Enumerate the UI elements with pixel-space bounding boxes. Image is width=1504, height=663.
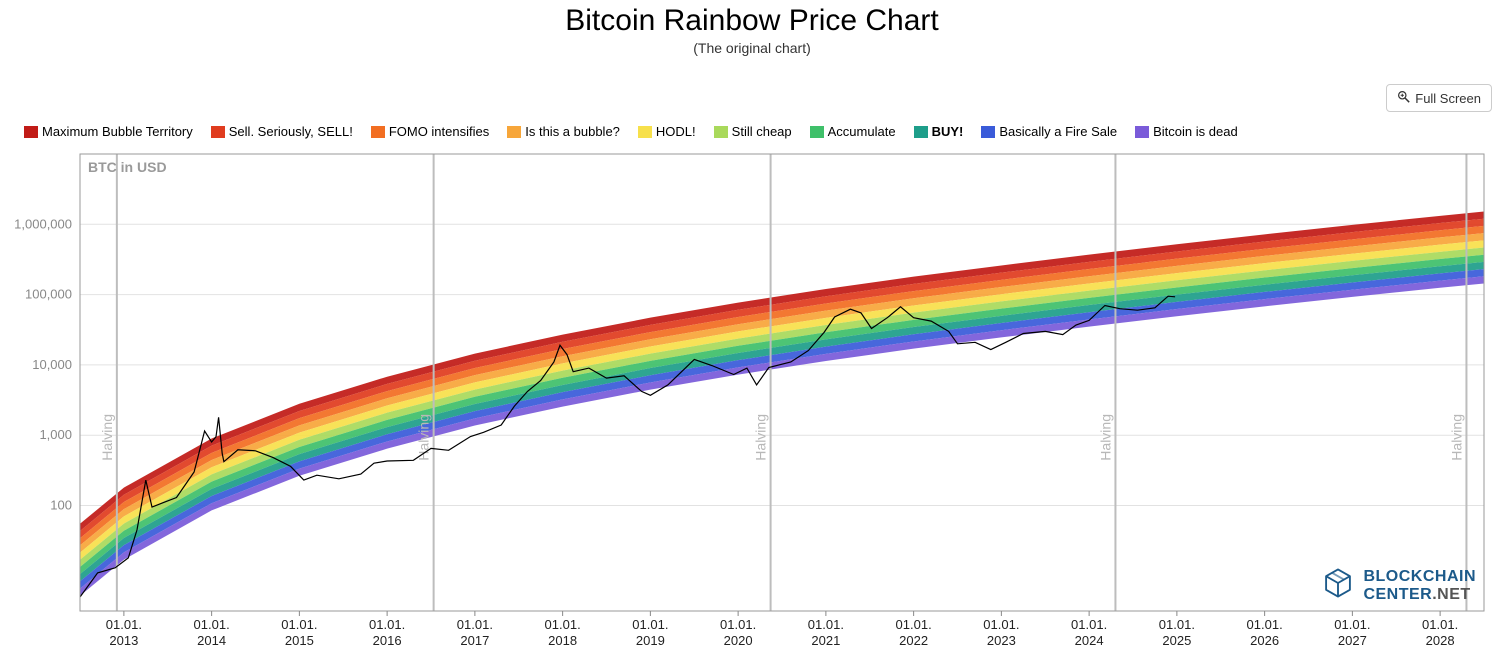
svg-text:10,000: 10,000: [32, 357, 72, 372]
legend-label: BUY!: [932, 124, 964, 139]
svg-text:01.01.: 01.01.: [896, 617, 932, 632]
svg-text:2026: 2026: [1250, 633, 1279, 648]
svg-text:2016: 2016: [373, 633, 402, 648]
svg-text:2028: 2028: [1426, 633, 1455, 648]
brand-line1: BLOCKCHAIN: [1363, 568, 1476, 585]
svg-text:2021: 2021: [811, 633, 840, 648]
brand-line2: CENTER: [1363, 586, 1432, 603]
legend: Maximum Bubble Territory Sell. Seriously,…: [24, 124, 1480, 139]
svg-text:01.01.: 01.01.: [1334, 617, 1370, 632]
svg-text:100: 100: [50, 498, 72, 513]
svg-text:2013: 2013: [109, 633, 138, 648]
svg-text:Halving: Halving: [99, 414, 115, 461]
svg-text:01.01.: 01.01.: [281, 617, 317, 632]
svg-text:2017: 2017: [460, 633, 489, 648]
svg-text:01.01.: 01.01.: [1159, 617, 1195, 632]
legend-swatch: [981, 126, 995, 138]
title-block: Bitcoin Rainbow Price Chart (The origina…: [0, 0, 1504, 56]
svg-text:2020: 2020: [724, 633, 753, 648]
svg-text:01.01.: 01.01.: [1247, 617, 1283, 632]
svg-text:2025: 2025: [1162, 633, 1191, 648]
branding-watermark: BLOCKCHAIN CENTER.NET: [1321, 566, 1476, 605]
svg-text:2022: 2022: [899, 633, 928, 648]
svg-text:BTC in USD: BTC in USD: [88, 159, 167, 175]
fullscreen-button[interactable]: Full Screen: [1386, 84, 1492, 112]
svg-text:01.01.: 01.01.: [808, 617, 844, 632]
legend-swatch: [1135, 126, 1149, 138]
svg-text:2019: 2019: [636, 633, 665, 648]
legend-item[interactable]: Basically a Fire Sale: [981, 124, 1117, 139]
legend-label: Basically a Fire Sale: [999, 124, 1117, 139]
svg-text:01.01.: 01.01.: [106, 617, 142, 632]
brand-tld: .NET: [1432, 586, 1470, 603]
svg-text:01.01.: 01.01.: [632, 617, 668, 632]
svg-text:2018: 2018: [548, 633, 577, 648]
svg-text:01.01.: 01.01.: [720, 617, 756, 632]
legend-item[interactable]: HODL!: [638, 124, 696, 139]
svg-text:01.01.: 01.01.: [369, 617, 405, 632]
cube-icon: [1321, 566, 1355, 605]
svg-text:01.01.: 01.01.: [545, 617, 581, 632]
legend-item[interactable]: Is this a bubble?: [507, 124, 620, 139]
legend-label: Maximum Bubble Territory: [42, 124, 193, 139]
chart-title: Bitcoin Rainbow Price Chart: [0, 4, 1504, 38]
legend-swatch: [371, 126, 385, 138]
svg-text:Halving: Halving: [1097, 414, 1113, 461]
legend-swatch: [914, 126, 928, 138]
svg-text:Halving: Halving: [1448, 414, 1464, 461]
legend-item[interactable]: BUY!: [914, 124, 964, 139]
legend-label: Is this a bubble?: [525, 124, 620, 139]
svg-text:Halving: Halving: [753, 414, 769, 461]
svg-text:2027: 2027: [1338, 633, 1367, 648]
chart-subtitle: (The original chart): [0, 40, 1504, 56]
svg-text:2023: 2023: [987, 633, 1016, 648]
legend-swatch: [507, 126, 521, 138]
svg-text:01.01.: 01.01.: [1071, 617, 1107, 632]
legend-swatch: [211, 126, 225, 138]
svg-text:2024: 2024: [1075, 633, 1104, 648]
legend-item[interactable]: Accumulate: [810, 124, 896, 139]
legend-item[interactable]: Sell. Seriously, SELL!: [211, 124, 353, 139]
svg-text:01.01.: 01.01.: [983, 617, 1019, 632]
svg-text:01.01.: 01.01.: [457, 617, 493, 632]
svg-text:01.01.: 01.01.: [1422, 617, 1458, 632]
legend-item[interactable]: FOMO intensifies: [371, 124, 489, 139]
fullscreen-label: Full Screen: [1415, 91, 1481, 106]
magnify-icon: [1397, 90, 1410, 106]
svg-text:1,000: 1,000: [39, 427, 72, 442]
legend-label: Bitcoin is dead: [1153, 124, 1238, 139]
svg-text:100,000: 100,000: [25, 287, 72, 302]
legend-label: Accumulate: [828, 124, 896, 139]
svg-text:2014: 2014: [197, 633, 226, 648]
legend-label: HODL!: [656, 124, 696, 139]
legend-label: Still cheap: [732, 124, 792, 139]
chart-area[interactable]: HalvingHalvingHalvingHalvingHalving1001,…: [12, 148, 1492, 655]
rainbow-chart-svg: HalvingHalvingHalvingHalvingHalving1001,…: [12, 148, 1492, 655]
brand-text: BLOCKCHAIN CENTER.NET: [1363, 568, 1476, 604]
svg-text:2015: 2015: [285, 633, 314, 648]
legend-label: FOMO intensifies: [389, 124, 489, 139]
svg-text:1,000,000: 1,000,000: [14, 216, 72, 231]
legend-swatch: [24, 126, 38, 138]
legend-swatch: [714, 126, 728, 138]
svg-text:01.01.: 01.01.: [194, 617, 230, 632]
legend-item[interactable]: Maximum Bubble Territory: [24, 124, 193, 139]
legend-swatch: [810, 126, 824, 138]
legend-item[interactable]: Still cheap: [714, 124, 792, 139]
legend-label: Sell. Seriously, SELL!: [229, 124, 353, 139]
legend-item[interactable]: Bitcoin is dead: [1135, 124, 1238, 139]
legend-swatch: [638, 126, 652, 138]
